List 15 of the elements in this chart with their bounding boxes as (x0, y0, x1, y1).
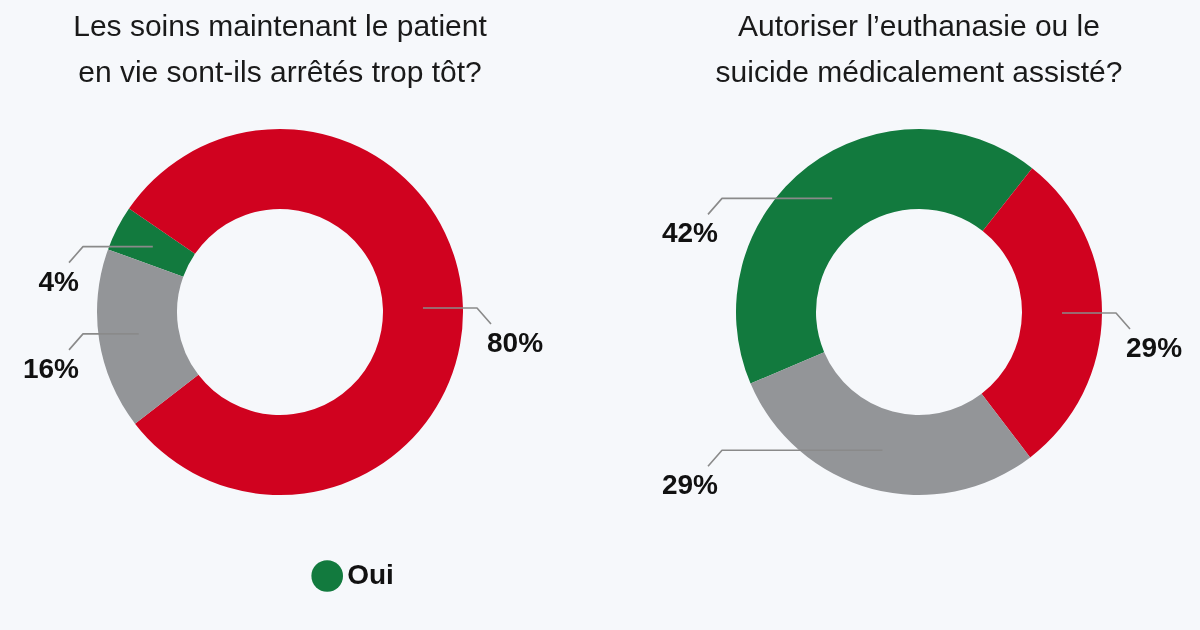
data-label: 29% (1126, 332, 1183, 363)
donut-slice (736, 129, 1033, 384)
data-label: 80% (487, 327, 544, 359)
chart-title: Les soins maintenant le patient en vie sont-ils arrêtés trop tôt? (73, 9, 488, 88)
data-label: 29% (661, 469, 719, 501)
data-label: 4% (38, 265, 80, 297)
chart-title: Autoriser l’euthanasie ou le suicide médicalement assisté? (715, 9, 1123, 88)
data-label: 16% (22, 352, 80, 384)
legend-label: Oui (347, 559, 394, 590)
donut-slice (981, 168, 1102, 458)
donut-slice (129, 129, 463, 495)
donut-slice (97, 249, 199, 424)
data-label: 42% (661, 217, 719, 249)
donut-slice (108, 208, 196, 277)
donut-slice (750, 352, 1031, 495)
